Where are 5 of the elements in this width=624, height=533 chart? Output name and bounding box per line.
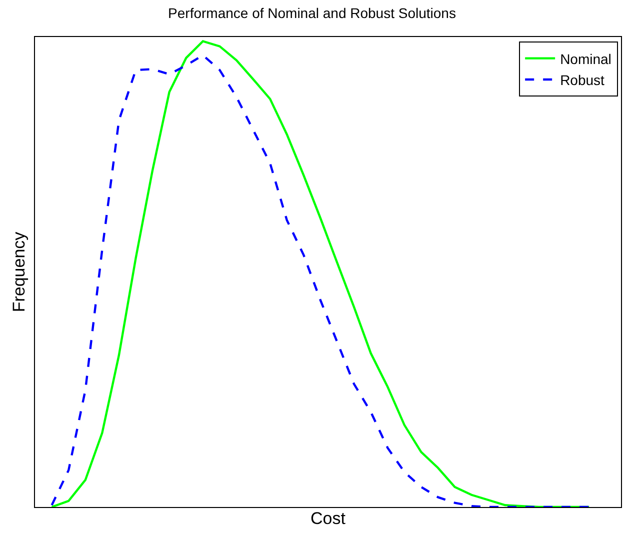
legend-label: Nominal (560, 50, 612, 67)
x-axis-title: Cost (310, 509, 346, 528)
legend-label: Robust (560, 72, 605, 88)
y-axis-title: Frequency (10, 231, 29, 312)
chart-title: Performance of Nominal and Robust Solutions (168, 4, 456, 21)
